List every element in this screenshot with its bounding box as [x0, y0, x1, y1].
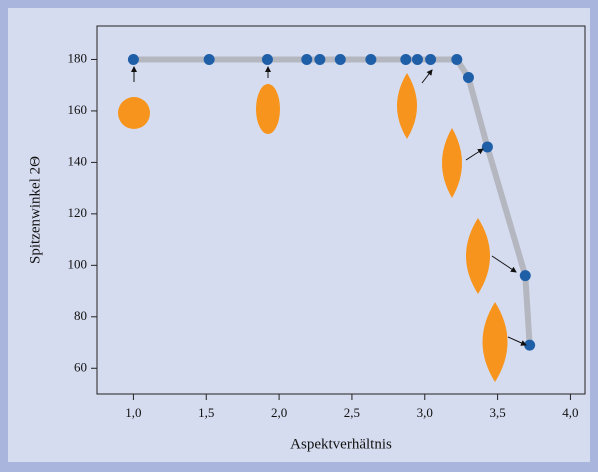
arrow [507, 336, 527, 346]
x-tick-label: 4,0 [562, 405, 578, 420]
data-point [365, 53, 377, 65]
data-point [127, 53, 139, 65]
data-point [481, 141, 493, 153]
y-tick-label: 60 [74, 359, 87, 374]
data-point [261, 53, 273, 65]
data-point [314, 53, 326, 65]
data-point [425, 53, 437, 65]
plot [127, 53, 536, 351]
data-point [203, 53, 215, 65]
y-tick-label: 100 [68, 256, 88, 271]
arrow [491, 255, 517, 273]
plot-frame [96, 25, 586, 395]
x-tick-label: 2,0 [271, 405, 287, 420]
y-axis-label: Spitzenwinkel 2Θ [27, 156, 43, 264]
shape [466, 218, 490, 294]
shape [482, 302, 508, 382]
x-tick-label: 3,0 [417, 405, 433, 420]
x-axis-label: Aspektverhältnis [290, 436, 392, 452]
x-tick-label: 1,5 [198, 405, 214, 420]
x-tick-label: 3,5 [489, 405, 505, 420]
x-tick-label: 1,0 [125, 405, 141, 420]
data-point [519, 270, 531, 282]
shape [442, 128, 462, 198]
y-tick-label: 140 [68, 153, 88, 168]
arrow [465, 148, 484, 161]
arrow [421, 69, 433, 84]
illustrations [118, 66, 527, 382]
panel [8, 8, 590, 462]
data-point [451, 53, 463, 65]
data-point [462, 71, 474, 83]
data-point [400, 53, 412, 65]
shape [397, 73, 417, 139]
shape [118, 97, 150, 129]
shape [256, 84, 280, 134]
y-tick-label: 80 [74, 308, 87, 323]
data-point [411, 53, 423, 65]
y-tick-label: 120 [68, 205, 88, 220]
data-point [301, 53, 313, 65]
data-point [334, 53, 346, 65]
y-tick-label: 180 [68, 50, 88, 65]
x-tick-label: 2,5 [344, 405, 360, 420]
y-tick-label: 160 [68, 102, 88, 117]
